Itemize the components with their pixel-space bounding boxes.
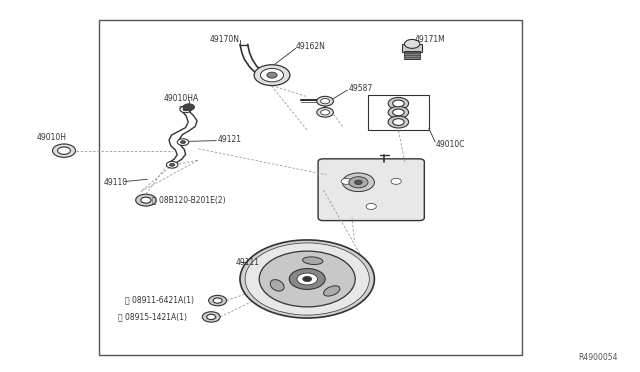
Circle shape (341, 179, 351, 185)
Circle shape (317, 108, 333, 117)
Circle shape (240, 240, 374, 318)
Text: 49170N: 49170N (210, 35, 240, 44)
Circle shape (259, 251, 355, 307)
Ellipse shape (303, 257, 323, 264)
FancyBboxPatch shape (318, 159, 424, 221)
Circle shape (366, 203, 376, 209)
Text: 49171M: 49171M (415, 35, 445, 44)
Circle shape (166, 161, 178, 168)
Circle shape (388, 106, 409, 118)
Circle shape (317, 96, 333, 106)
Circle shape (177, 139, 189, 145)
Text: ⒲ 08915-1421A(1): ⒲ 08915-1421A(1) (118, 312, 188, 321)
Circle shape (202, 312, 220, 322)
Circle shape (342, 173, 374, 192)
Circle shape (183, 104, 195, 110)
Circle shape (180, 106, 191, 113)
Circle shape (170, 163, 175, 166)
Circle shape (180, 141, 186, 144)
Text: 49121: 49121 (218, 135, 242, 144)
Circle shape (391, 179, 401, 185)
Circle shape (209, 295, 227, 306)
Circle shape (183, 108, 188, 111)
Text: 49587: 49587 (349, 84, 373, 93)
Circle shape (321, 99, 330, 104)
Circle shape (289, 269, 325, 289)
Text: 49010HA: 49010HA (163, 94, 198, 103)
Circle shape (52, 144, 76, 157)
Bar (99, 20, 522, 355)
Text: 49010C: 49010C (435, 140, 465, 149)
Circle shape (393, 100, 404, 107)
Circle shape (141, 197, 151, 203)
Circle shape (213, 298, 222, 303)
Circle shape (388, 97, 409, 109)
Text: 49010H: 49010H (37, 133, 67, 142)
Circle shape (404, 39, 420, 48)
Circle shape (58, 147, 70, 154)
Circle shape (393, 119, 404, 125)
Bar (404, 51, 420, 59)
Ellipse shape (270, 280, 284, 291)
Circle shape (393, 109, 404, 116)
Bar (368, 95, 429, 130)
Circle shape (349, 177, 368, 188)
Circle shape (136, 194, 156, 206)
Circle shape (303, 276, 312, 282)
Text: 49111: 49111 (236, 258, 260, 267)
Text: ⒱ 08911-6421A(1): ⒱ 08911-6421A(1) (125, 295, 194, 304)
Circle shape (207, 314, 216, 320)
Text: R4900054: R4900054 (578, 353, 618, 362)
Circle shape (321, 110, 330, 115)
Text: 49110: 49110 (104, 178, 128, 187)
Ellipse shape (323, 286, 340, 296)
Circle shape (245, 243, 369, 315)
Bar (402, 44, 422, 52)
Circle shape (355, 180, 362, 185)
Circle shape (260, 68, 284, 82)
Circle shape (254, 65, 290, 86)
Text: 49162N: 49162N (296, 42, 326, 51)
Circle shape (297, 273, 317, 285)
Circle shape (388, 116, 409, 128)
Text: ⒱ 08B120-B201E(2): ⒱ 08B120-B201E(2) (152, 196, 226, 205)
Circle shape (267, 72, 277, 78)
